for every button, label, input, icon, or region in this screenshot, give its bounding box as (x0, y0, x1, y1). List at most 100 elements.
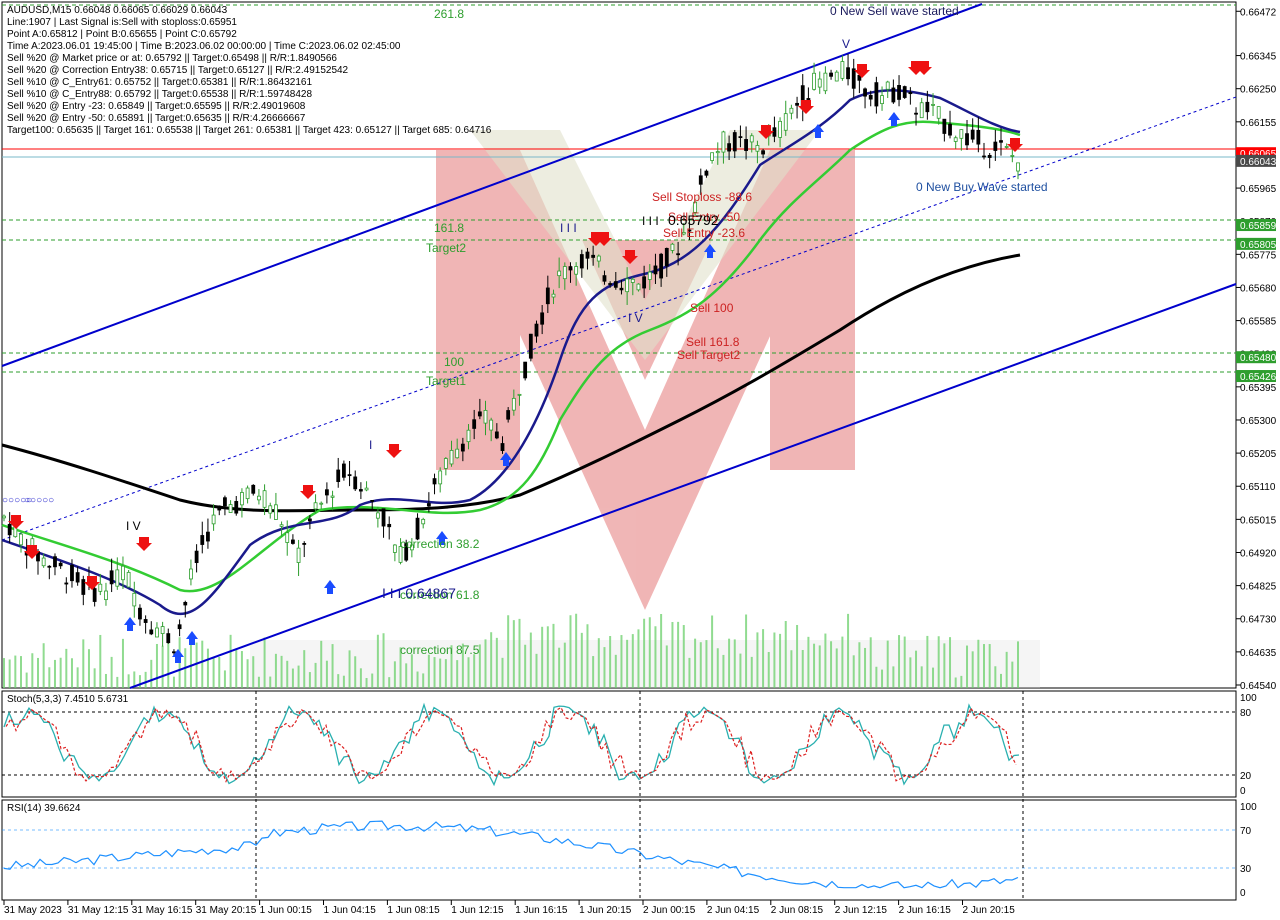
candle-body (438, 470, 443, 485)
candle-body (319, 502, 324, 505)
sell-entry-50-label: Sell Entry -50 (668, 210, 740, 224)
candle-body (976, 129, 981, 145)
time-tick-label: 1 Jun 04:15 (324, 905, 377, 916)
price-tag (1236, 237, 1276, 250)
candle-body (568, 266, 573, 271)
candle-body (2, 515, 6, 519)
candle-body (109, 570, 114, 585)
wave-v-label: V (842, 37, 850, 51)
price-65792-label: 0.65792 (668, 212, 719, 228)
header-line: Sell %20 @ Market price or at: 0.65792 |… (7, 53, 337, 64)
time-tick-label: 2 Jun 08:15 (771, 905, 824, 916)
wave-iv-left-label: I V (126, 519, 141, 533)
correction-618-label: correction 61.8 (400, 588, 480, 602)
fib-261-label: 261.8 (434, 7, 464, 21)
sell-arrow-icon (758, 125, 774, 139)
time-tick-label: 1 Jun 08:15 (387, 905, 440, 916)
candle-body (364, 487, 369, 491)
sell-arrow-icon (854, 64, 870, 78)
candle-body (789, 107, 794, 114)
candle-body (885, 81, 890, 90)
sell-stoploss-label: Sell Stoploss -88.6 (652, 190, 752, 204)
candle-body (897, 85, 901, 100)
candle-body (489, 419, 494, 431)
candle-body (681, 232, 686, 235)
stochastic-indicator: Stoch(5,3,3) 7.4510 5.6731 (2, 694, 1236, 787)
session-separators (255, 691, 1024, 900)
candle-body (268, 505, 273, 514)
candle-body (710, 152, 715, 161)
candle-body (783, 113, 788, 131)
buy-arrow-icon (500, 452, 512, 466)
time-tick-label: 31 May 16:15 (132, 905, 193, 916)
sell-arrow-icon (386, 444, 402, 458)
rsi-axis: 100 70 30 0 (1240, 802, 1257, 899)
rsi-label: RSI(14) 39.6624 (7, 803, 81, 814)
fib-100-label: 100 (444, 355, 464, 369)
stoch-level-label: 20 (1240, 771, 1252, 782)
candle-body (262, 490, 267, 508)
candle-body (744, 139, 748, 151)
candle-body (296, 547, 301, 563)
candle-body (251, 484, 256, 494)
buy-arrow-icon (704, 244, 716, 258)
price-tag-label: 0.65480 (1240, 353, 1277, 364)
candle-body (64, 582, 69, 585)
stoch-panel[interactable] (1, 690, 1237, 798)
price-tick-label: 0.65775 (1240, 250, 1277, 261)
candle-body (392, 544, 397, 553)
candle-body (183, 601, 188, 606)
price-tick-label: 0.65015 (1240, 515, 1277, 526)
candle-body (880, 95, 884, 105)
time-tick-label: 1 Jun 00:15 (260, 905, 313, 916)
candle-body (778, 120, 782, 138)
header-line: Time A:2023.06.01 19:45:00 | Time B:2023… (7, 41, 401, 52)
candle-body (1004, 146, 1009, 148)
sell-arrow-icon (84, 576, 100, 590)
candle-body (761, 150, 765, 155)
candle-body (41, 557, 46, 567)
candle-body (211, 514, 216, 525)
price-tick-label: 0.65110 (1240, 482, 1276, 493)
candle-body (358, 489, 363, 492)
sell-entry-23-label: Sell Entry -23.6 (663, 226, 745, 240)
time-tick-label: 2 Jun 20:15 (963, 905, 1016, 916)
candle-body (223, 497, 227, 507)
price-tick-label: 0.64730 (1240, 615, 1277, 626)
price-tick-label: 0.65680 (1240, 283, 1277, 294)
candle-body (647, 271, 652, 280)
candle-body (1010, 155, 1015, 157)
price-tick-label: 0.66250 (1240, 85, 1277, 96)
rsi-panel[interactable] (1, 799, 1237, 901)
candle-body (851, 68, 856, 89)
candle-body (460, 443, 465, 452)
candle-body (942, 118, 947, 134)
candle-body (602, 275, 607, 282)
candle-body (132, 592, 137, 607)
time-tick-label: 1 Jun 12:15 (451, 905, 504, 916)
candle-body (557, 270, 562, 277)
low-price-label: I I I 0.64867 (382, 585, 456, 601)
ob-marker-2: ○○○○○ (24, 495, 54, 506)
candle-body (829, 72, 833, 77)
candle-body (341, 463, 346, 478)
candle-body (987, 154, 992, 158)
sell-100-label: Sell 100 (690, 301, 734, 315)
price-tick-label: 0.65300 (1240, 416, 1277, 427)
time-tick-label: 2 Jun 04:15 (707, 905, 760, 916)
stoch-axis: 100 80 20 0 (1240, 693, 1257, 797)
candle-body (398, 546, 403, 563)
candle-body (704, 170, 709, 176)
price-candles (2, 53, 1020, 657)
candle-body (257, 495, 261, 501)
candle-body (81, 579, 86, 595)
candle-body (347, 474, 352, 477)
candle-body (579, 254, 584, 269)
candle-body (732, 132, 737, 152)
candle-body (228, 504, 233, 513)
candle-body (98, 583, 103, 592)
correction-382-label: correction 38.2 (400, 537, 480, 551)
target-lines (2, 4, 1236, 373)
candle-body (279, 524, 284, 527)
correction-875-label: correction 87.5 (400, 643, 480, 657)
